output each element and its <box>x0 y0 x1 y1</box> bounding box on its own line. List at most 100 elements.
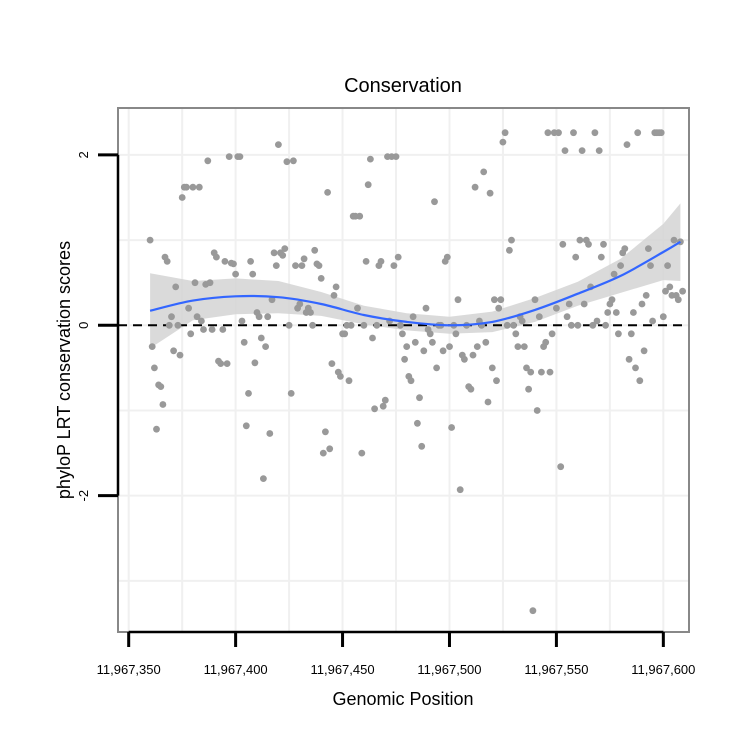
data-points <box>146 129 686 615</box>
data-point <box>602 321 609 329</box>
data-point <box>480 168 488 176</box>
data-point <box>456 486 464 494</box>
data-point <box>292 262 299 269</box>
data-point <box>219 326 227 333</box>
data-point <box>225 153 233 161</box>
data-point <box>608 296 616 304</box>
x-tick-label: 11,967,500 <box>417 662 481 677</box>
data-point <box>279 252 287 259</box>
data-point <box>392 153 400 161</box>
data-point <box>610 270 618 278</box>
data-point <box>230 260 237 268</box>
data-point <box>403 343 411 350</box>
data-point <box>281 245 289 253</box>
data-point <box>198 317 205 325</box>
data-point <box>170 347 178 355</box>
data-point <box>638 300 646 308</box>
data-point <box>529 607 537 615</box>
data-point <box>337 373 344 380</box>
data-point <box>600 240 607 248</box>
data-point <box>369 334 376 342</box>
data-point <box>373 321 381 329</box>
data-point <box>627 330 635 338</box>
data-point <box>189 183 197 191</box>
data-point <box>488 364 496 372</box>
data-point <box>548 330 556 338</box>
data-point <box>379 402 387 410</box>
data-point <box>418 442 426 450</box>
confidence-ribbon <box>150 203 681 349</box>
data-point <box>482 338 490 346</box>
data-point <box>146 236 154 244</box>
data-point <box>642 292 650 299</box>
data-point <box>172 283 180 291</box>
data-point <box>497 296 505 304</box>
data-point <box>561 147 569 155</box>
data-point <box>546 368 554 376</box>
x-tick-label: 11,967,450 <box>310 662 374 677</box>
data-point <box>469 351 477 359</box>
smooth-line-group <box>149 240 681 327</box>
data-point <box>625 355 633 363</box>
data-point <box>187 330 195 338</box>
data-point <box>422 304 430 312</box>
data-point <box>506 246 513 254</box>
data-point <box>315 262 323 269</box>
y-axis-label: phyloP LRT conservation scores <box>54 241 74 499</box>
data-point <box>523 364 530 372</box>
data-point <box>649 317 656 325</box>
data-point <box>232 270 240 278</box>
data-point <box>495 304 503 312</box>
data-point <box>659 313 667 321</box>
data-point <box>512 330 520 338</box>
data-point <box>183 183 190 191</box>
data-point <box>332 283 340 291</box>
data-point <box>200 326 207 333</box>
data-point <box>319 449 327 457</box>
data-point <box>471 183 479 191</box>
data-point <box>473 343 481 350</box>
data-point <box>503 321 511 329</box>
data-point <box>260 475 267 482</box>
data-point <box>565 300 573 308</box>
data-point <box>578 147 586 155</box>
y-tick-label: -2 <box>76 490 91 502</box>
data-point <box>542 338 550 346</box>
data-point <box>431 198 438 206</box>
data-point <box>679 287 686 295</box>
data-point <box>555 129 562 137</box>
data-point <box>300 255 308 263</box>
x-tick-label: 11,967,550 <box>524 662 588 677</box>
data-point <box>317 275 325 282</box>
data-point <box>597 253 605 261</box>
data-point <box>163 258 171 265</box>
data-point <box>151 364 158 372</box>
data-point <box>341 330 349 338</box>
data-point <box>401 355 408 363</box>
data-point <box>527 368 535 376</box>
data-point <box>670 236 678 244</box>
data-point <box>242 422 250 430</box>
data-point <box>563 313 571 321</box>
data-point <box>439 347 447 355</box>
data-point <box>347 321 355 329</box>
data-point <box>296 300 304 308</box>
data-point <box>159 401 167 408</box>
data-point <box>604 309 612 316</box>
data-point <box>467 385 475 393</box>
data-point <box>255 313 263 321</box>
data-point <box>356 212 364 220</box>
data-point <box>311 246 319 254</box>
data-point <box>257 334 265 342</box>
data-point <box>206 279 214 287</box>
data-point <box>647 262 654 269</box>
data-point <box>420 347 428 355</box>
data-point <box>217 360 225 367</box>
data-point <box>266 430 274 437</box>
data-point <box>328 360 336 367</box>
data-point <box>433 364 440 372</box>
data-point <box>168 313 175 321</box>
data-point <box>531 296 539 304</box>
data-point <box>640 347 648 355</box>
data-point <box>617 262 624 269</box>
